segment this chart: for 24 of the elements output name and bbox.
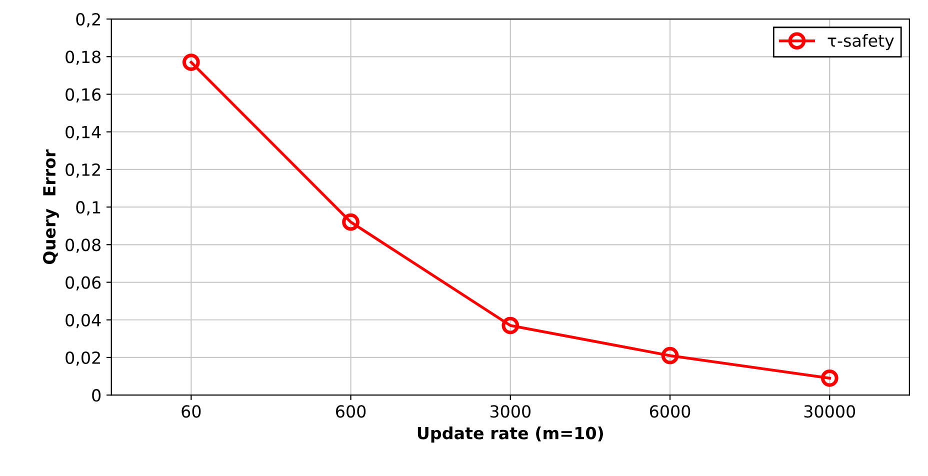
y-tick-label: 0,18 (66, 50, 100, 65)
x-tick-label: 6000 (650, 405, 690, 418)
y-tick-label: 0,04 (66, 314, 101, 328)
y-axis-title: Query Error (43, 149, 59, 264)
x-tick-label: 600 (336, 405, 366, 418)
y-tick-label: 0,16 (66, 88, 101, 103)
y-tick-label: 0,02 (66, 351, 100, 366)
y-tick-label: 0 (92, 389, 101, 402)
point (502, 316, 520, 334)
y-tick-label: 0,12 (66, 163, 100, 178)
x-tick-label: 30000 (804, 405, 856, 418)
y-tick-label: 0,08 (66, 238, 100, 253)
x-axis-title: Update rate (m=10) (418, 426, 603, 443)
y-tick-label: 0,2 (76, 13, 100, 28)
point (820, 369, 838, 387)
point (342, 213, 360, 231)
y-tick-label: 0,1 (76, 201, 100, 216)
y-tick-label: 0,14 (66, 126, 101, 140)
point (182, 54, 200, 71)
legend-label: τ-safety (828, 34, 894, 50)
x-tick-label: 60 (182, 405, 201, 418)
x-tick-label: 3000 (490, 405, 530, 418)
y-tick-label: 0,06 (66, 276, 101, 291)
point (661, 346, 679, 364)
